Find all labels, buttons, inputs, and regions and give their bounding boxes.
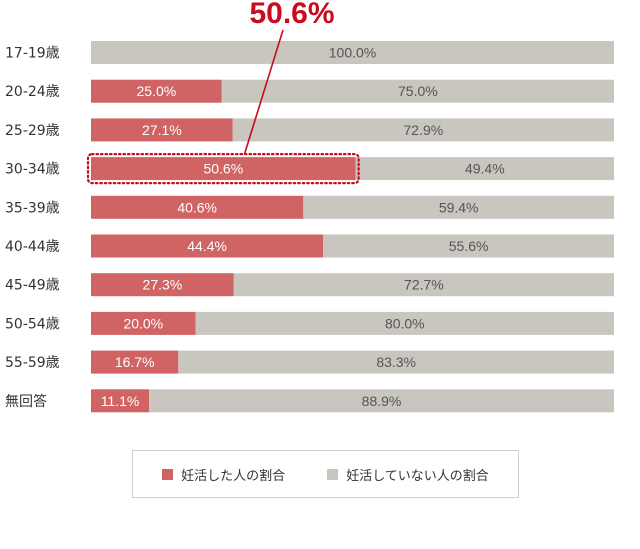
data-label-inactive: 100.0% — [329, 45, 376, 61]
data-label-inactive: 59.4% — [439, 199, 479, 215]
data-label-inactive: 88.9% — [362, 393, 402, 409]
bar-active — [91, 311, 196, 335]
legend-swatch-active — [162, 468, 174, 480]
bar-active — [91, 273, 234, 297]
data-label-inactive: 55.6% — [449, 238, 489, 254]
bar-inactive — [91, 41, 614, 64]
data-label-inactive: 72.7% — [404, 277, 444, 293]
bar-inactive — [178, 350, 614, 374]
legend-item-active: 妊活した人の割合 — [162, 465, 285, 484]
bar-inactive — [303, 195, 614, 219]
category-label: 50-54歳 — [5, 316, 60, 332]
category-label: 40-44歳 — [5, 239, 60, 255]
category-label: 無回答 — [5, 393, 47, 410]
bar-active — [91, 157, 356, 181]
legend: 妊活した人の割合 妊活していない人の割合 — [132, 450, 519, 498]
bar-active — [91, 118, 233, 142]
data-label-inactive: 83.3% — [376, 354, 416, 370]
data-label-active: 27.1% — [142, 122, 182, 138]
data-label-active: 27.3% — [143, 277, 183, 293]
bar-active — [91, 195, 304, 219]
category-label: 35-39歳 — [5, 200, 60, 216]
legend-swatch-inactive — [327, 468, 339, 480]
bar-active — [91, 389, 150, 413]
data-label-active: 40.6% — [177, 199, 217, 215]
category-label: 30-34歳 — [5, 162, 60, 178]
bar-active — [91, 350, 179, 374]
callout-value: 50.6% — [249, 0, 334, 30]
bar-inactive — [233, 273, 615, 297]
category-label: 20-24歳 — [5, 84, 60, 100]
bar-inactive — [221, 79, 614, 103]
category-label: 17-19歳 — [5, 46, 60, 62]
highlight-frame — [86, 153, 360, 185]
data-label-active: 20.0% — [123, 315, 163, 331]
data-label-inactive: 75.0% — [398, 83, 438, 99]
callout-line — [243, 29, 284, 155]
data-label-active: 16.7% — [115, 354, 155, 370]
bar-inactive — [149, 389, 615, 413]
data-label-inactive: 80.0% — [385, 315, 425, 331]
data-label-active: 25.0% — [137, 83, 177, 99]
data-label-active: 50.6% — [203, 161, 243, 177]
stacked-bar-chart: 17-19歳 100.0% 20-24歳 25.0% 75.0% 25-29歳 27.1% 7… — [5, 0, 615, 413]
category-label: 45-49歳 — [5, 278, 60, 294]
bar-inactive — [323, 234, 614, 258]
bar-inactive — [195, 311, 614, 335]
bar-inactive — [232, 118, 614, 142]
bar-active — [91, 79, 222, 103]
data-label-active: 44.4% — [187, 238, 227, 254]
data-label-inactive: 72.9% — [404, 122, 444, 138]
data-label-active: 11.1% — [101, 393, 140, 409]
data-label-inactive: 49.4% — [465, 161, 505, 177]
bar-active — [91, 234, 324, 258]
category-label: 55-59歳 — [5, 355, 60, 371]
legend-label-active: 妊活した人の割合 — [181, 468, 286, 484]
bar-inactive — [355, 157, 614, 181]
legend-label-inactive: 妊活していない人の割合 — [346, 468, 489, 484]
legend-item-inactive: 妊活していない人の割合 — [327, 465, 489, 484]
category-label: 25-29歳 — [5, 123, 60, 139]
